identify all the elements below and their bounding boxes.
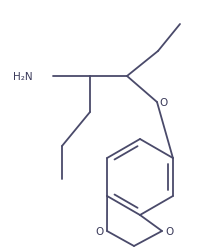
Text: O: O <box>166 226 174 236</box>
Text: H₂N: H₂N <box>13 72 33 82</box>
Text: O: O <box>95 226 103 236</box>
Text: O: O <box>160 98 168 108</box>
